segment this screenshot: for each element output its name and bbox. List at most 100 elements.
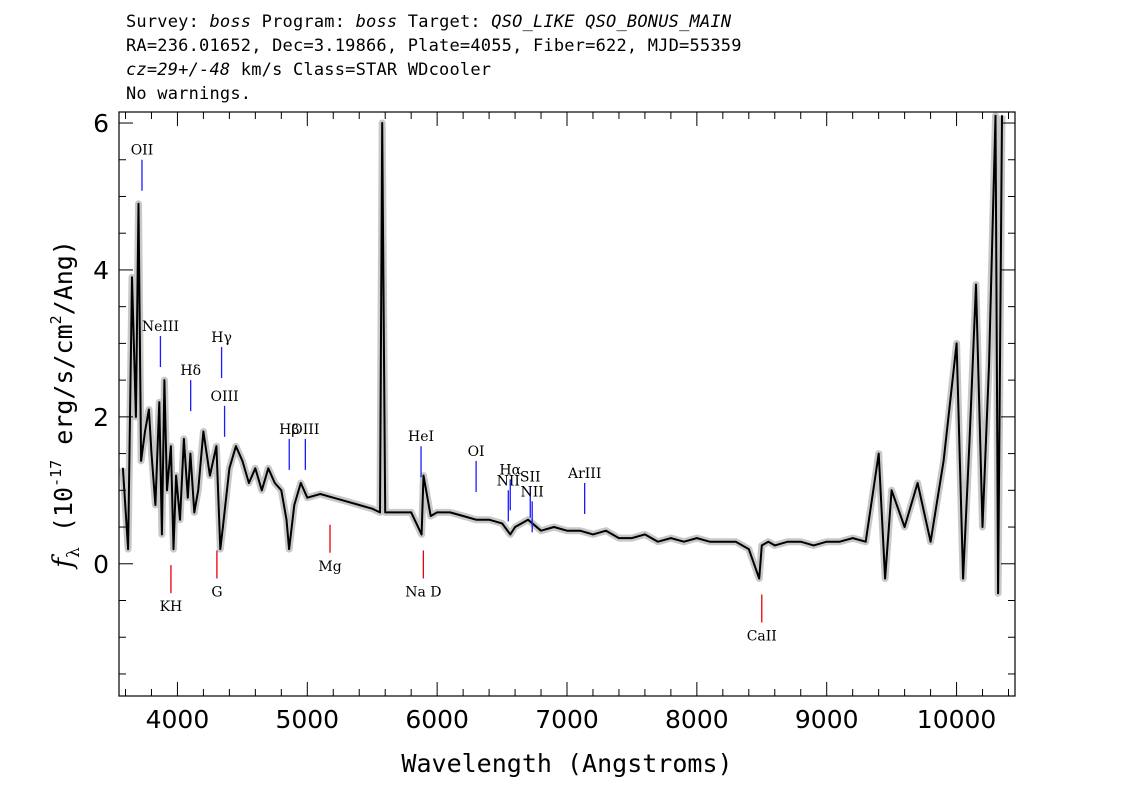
x-tick-label: 7000 xyxy=(535,705,599,734)
flux-point xyxy=(154,504,157,506)
x-tick-label: 5000 xyxy=(275,705,339,734)
emission-label: OII xyxy=(131,143,154,159)
flux-point xyxy=(540,529,542,532)
emission-label: NII xyxy=(521,484,544,500)
emission-label: NII xyxy=(497,473,520,489)
flux-point xyxy=(916,482,919,484)
flux-point xyxy=(997,592,999,594)
emission-label: OIII xyxy=(291,422,319,438)
flux-point xyxy=(158,401,161,404)
flux-point xyxy=(332,496,335,499)
flux-point xyxy=(140,460,142,462)
flux-point xyxy=(397,511,400,514)
y-label-f: f xyxy=(48,554,79,570)
flux-point xyxy=(981,526,984,528)
flux-point xyxy=(761,544,763,547)
flux-point xyxy=(475,518,477,521)
survey-value: boss xyxy=(209,12,252,32)
flux-point xyxy=(371,507,374,510)
emission-label: Hδ xyxy=(180,363,201,379)
flux-point xyxy=(131,276,133,279)
emission-label: ArIII xyxy=(567,466,601,482)
y-tick-label: 2 xyxy=(93,403,109,432)
flux-point xyxy=(161,533,163,536)
flux-point xyxy=(293,504,296,506)
x-tick-label: 10000 xyxy=(917,705,997,734)
flux-point xyxy=(280,489,283,492)
flux-point xyxy=(306,496,309,499)
flux-point xyxy=(787,540,789,543)
flux-point xyxy=(579,529,581,532)
y-tick-label: 4 xyxy=(93,256,109,285)
header-coordinates-line: RA=236.01652, Dec=3.19866, Plate=4055, F… xyxy=(126,36,742,56)
y-label-exp2: 2 xyxy=(47,315,65,324)
flux-point xyxy=(955,342,958,345)
absorption-label: Na D xyxy=(405,584,441,600)
x-tick-label: 8000 xyxy=(665,705,729,734)
spectrum-header: Survey: boss Program: boss Target: QSO_L… xyxy=(126,10,742,106)
flux-point xyxy=(175,474,177,477)
class-value: km/s Class=STAR WDcooler xyxy=(230,60,492,80)
flux-point xyxy=(838,540,841,543)
flux-point xyxy=(884,577,886,580)
flux-point xyxy=(657,540,659,543)
flux-point xyxy=(566,529,568,532)
flux-point xyxy=(696,537,698,539)
flux-point xyxy=(864,540,867,543)
flux-point xyxy=(501,522,503,525)
flux-point xyxy=(605,529,607,532)
flux-point xyxy=(193,511,196,514)
flux-point xyxy=(235,445,237,448)
flux-point xyxy=(553,526,555,528)
flux-point xyxy=(890,489,893,492)
flux-point xyxy=(851,537,854,539)
flux-point xyxy=(774,544,776,547)
flux-point xyxy=(170,445,172,448)
flux-point xyxy=(254,467,257,470)
flux-point xyxy=(812,544,815,547)
flux-point xyxy=(267,467,270,470)
flux-point xyxy=(670,537,672,539)
flux-point xyxy=(929,540,932,543)
program-value: boss xyxy=(355,12,398,32)
emission-label: Hα xyxy=(499,462,521,478)
flux-point xyxy=(449,511,451,514)
flux-point xyxy=(631,537,633,539)
x-tick-label: 9000 xyxy=(795,705,859,734)
y-label-mid: erg/s/cm xyxy=(49,324,78,459)
flux-point xyxy=(122,467,124,470)
flux-point xyxy=(300,482,302,484)
flux-point xyxy=(962,577,964,580)
flux-point xyxy=(127,548,129,550)
flux-point xyxy=(202,430,205,433)
x-tick-label: 6000 xyxy=(405,705,469,734)
flux-point xyxy=(222,526,224,528)
flux-point xyxy=(988,364,990,367)
y-label-close: /Ang) xyxy=(49,240,78,315)
flux-point xyxy=(261,489,263,492)
flux-point xyxy=(381,122,384,124)
flux-point xyxy=(148,408,150,411)
flux-point xyxy=(975,283,977,286)
flux-point xyxy=(942,460,945,462)
flux-point xyxy=(166,489,168,492)
emission-label: SII xyxy=(520,470,541,486)
flux-point xyxy=(358,504,361,506)
flux-point xyxy=(767,540,770,543)
flux-point xyxy=(618,537,620,539)
flux-point xyxy=(137,203,140,205)
flux-point xyxy=(462,515,464,517)
flux-point xyxy=(183,438,185,440)
absorption-label: G xyxy=(211,584,222,600)
header-survey-line: Survey: boss Program: boss Target: QSO_L… xyxy=(126,10,742,34)
flux-point xyxy=(644,533,646,536)
flux-point xyxy=(345,500,348,503)
y-tick-label: 6 xyxy=(93,109,109,138)
y-label-sub: λ xyxy=(64,547,84,558)
flux-point xyxy=(410,511,413,514)
flux-point xyxy=(748,548,750,550)
flux-point xyxy=(135,416,137,418)
y-label-open: (10 xyxy=(49,487,78,547)
